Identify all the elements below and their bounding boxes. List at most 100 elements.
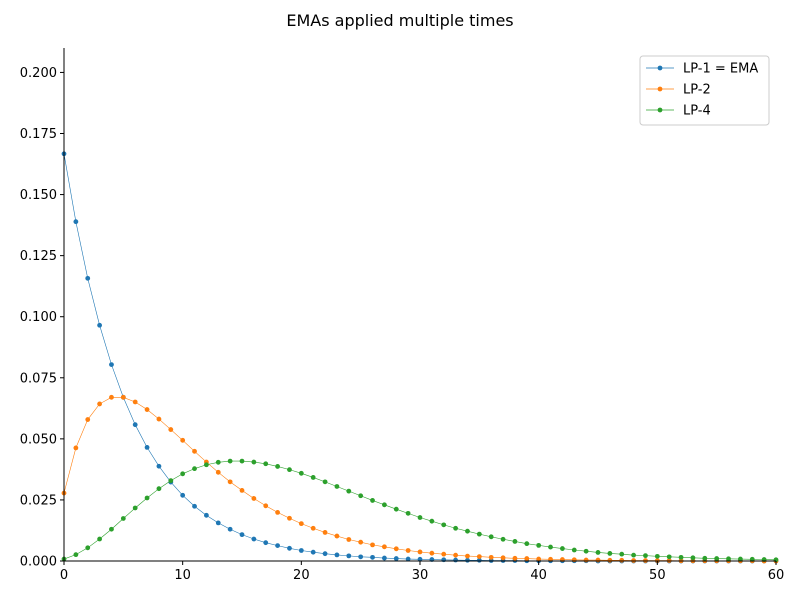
data-point xyxy=(322,530,328,535)
data-point xyxy=(678,554,684,560)
legend: LP-1 = EMA LP-2 LP-4 xyxy=(639,55,770,126)
data-point xyxy=(738,556,743,562)
data-point xyxy=(476,531,482,537)
data-point xyxy=(287,545,292,551)
data-point xyxy=(204,462,209,468)
data-point xyxy=(144,495,150,501)
data-point xyxy=(666,554,672,560)
data-point xyxy=(417,549,423,555)
data-point xyxy=(607,551,613,556)
data-point xyxy=(393,546,399,552)
data-point xyxy=(476,554,482,559)
data-point xyxy=(536,542,542,548)
series-1 xyxy=(61,151,779,564)
data-point xyxy=(215,520,221,526)
data-point xyxy=(132,422,138,428)
data-point xyxy=(690,555,696,561)
data-point xyxy=(536,556,542,562)
data-point xyxy=(251,459,257,465)
data-point xyxy=(714,556,720,561)
data-point xyxy=(97,536,102,542)
data-point xyxy=(453,525,458,531)
data-point xyxy=(156,463,162,469)
data-point xyxy=(393,506,399,512)
data-point xyxy=(429,550,435,556)
data-point xyxy=(287,515,292,521)
legend-swatch-marker xyxy=(657,107,663,113)
legend-swatch-marker xyxy=(657,65,663,71)
data-point xyxy=(358,539,364,545)
data-point xyxy=(132,505,138,511)
data-point xyxy=(346,488,352,494)
data-point xyxy=(192,466,197,472)
data-point xyxy=(405,548,411,553)
data-point xyxy=(322,479,328,485)
data-point xyxy=(524,541,530,547)
data-point xyxy=(132,399,138,405)
chart-title: EMAs applied multiple times xyxy=(286,11,513,30)
legend-swatch-marker xyxy=(657,86,663,92)
y-tick-label: 0.150 xyxy=(20,188,57,203)
data-point xyxy=(334,533,340,539)
series-layer xyxy=(61,151,779,564)
data-point xyxy=(595,557,601,563)
data-point xyxy=(192,448,197,454)
data-point xyxy=(227,526,233,532)
data-point xyxy=(215,469,221,475)
y-tick-label: 0.125 xyxy=(20,249,57,264)
series-line-3 xyxy=(63,460,777,561)
data-point xyxy=(488,554,494,560)
data-point xyxy=(251,496,257,501)
legend-box xyxy=(639,55,770,126)
y-tick-label: 0.075 xyxy=(20,371,57,386)
data-point xyxy=(560,546,565,551)
data-point xyxy=(524,556,530,561)
data-point xyxy=(595,550,601,555)
data-point xyxy=(334,484,340,489)
data-point xyxy=(726,556,731,562)
data-point xyxy=(310,475,316,480)
data-point xyxy=(465,553,470,559)
legend-label: LP-4 xyxy=(683,104,711,119)
data-point xyxy=(251,536,257,542)
data-point xyxy=(85,275,91,281)
data-point xyxy=(109,526,114,532)
data-point xyxy=(215,459,221,465)
x-tick-label: 20 xyxy=(293,568,310,583)
data-point xyxy=(263,461,269,467)
data-point xyxy=(382,502,387,508)
x-tick-label: 40 xyxy=(530,568,547,583)
data-point xyxy=(500,555,506,561)
data-point xyxy=(334,552,340,558)
x-tick-label: 60 xyxy=(768,568,785,583)
data-point xyxy=(120,516,126,521)
data-point xyxy=(298,548,304,553)
data-point xyxy=(488,534,494,540)
x-tick-label: 0 xyxy=(60,568,68,583)
data-point xyxy=(109,362,114,367)
data-point xyxy=(144,445,150,450)
data-point xyxy=(643,553,648,559)
data-point xyxy=(298,470,304,476)
data-point xyxy=(310,549,316,555)
data-point xyxy=(370,542,375,548)
data-point xyxy=(512,539,518,544)
data-point xyxy=(239,458,245,464)
data-point xyxy=(322,551,328,557)
data-point xyxy=(346,537,352,542)
legend-label: LP-2 xyxy=(683,83,711,98)
x-tick-label: 50 xyxy=(649,568,666,583)
y-tick-label: 0.025 xyxy=(20,493,57,508)
data-point xyxy=(204,512,209,518)
data-point xyxy=(227,479,233,485)
data-point xyxy=(393,556,399,561)
data-point xyxy=(239,488,245,493)
data-point xyxy=(180,492,186,498)
data-point xyxy=(73,219,79,225)
data-point xyxy=(239,532,245,538)
data-point xyxy=(631,552,636,558)
data-point xyxy=(192,503,197,509)
data-point xyxy=(583,557,589,563)
data-point xyxy=(109,394,114,400)
data-point xyxy=(180,471,186,477)
